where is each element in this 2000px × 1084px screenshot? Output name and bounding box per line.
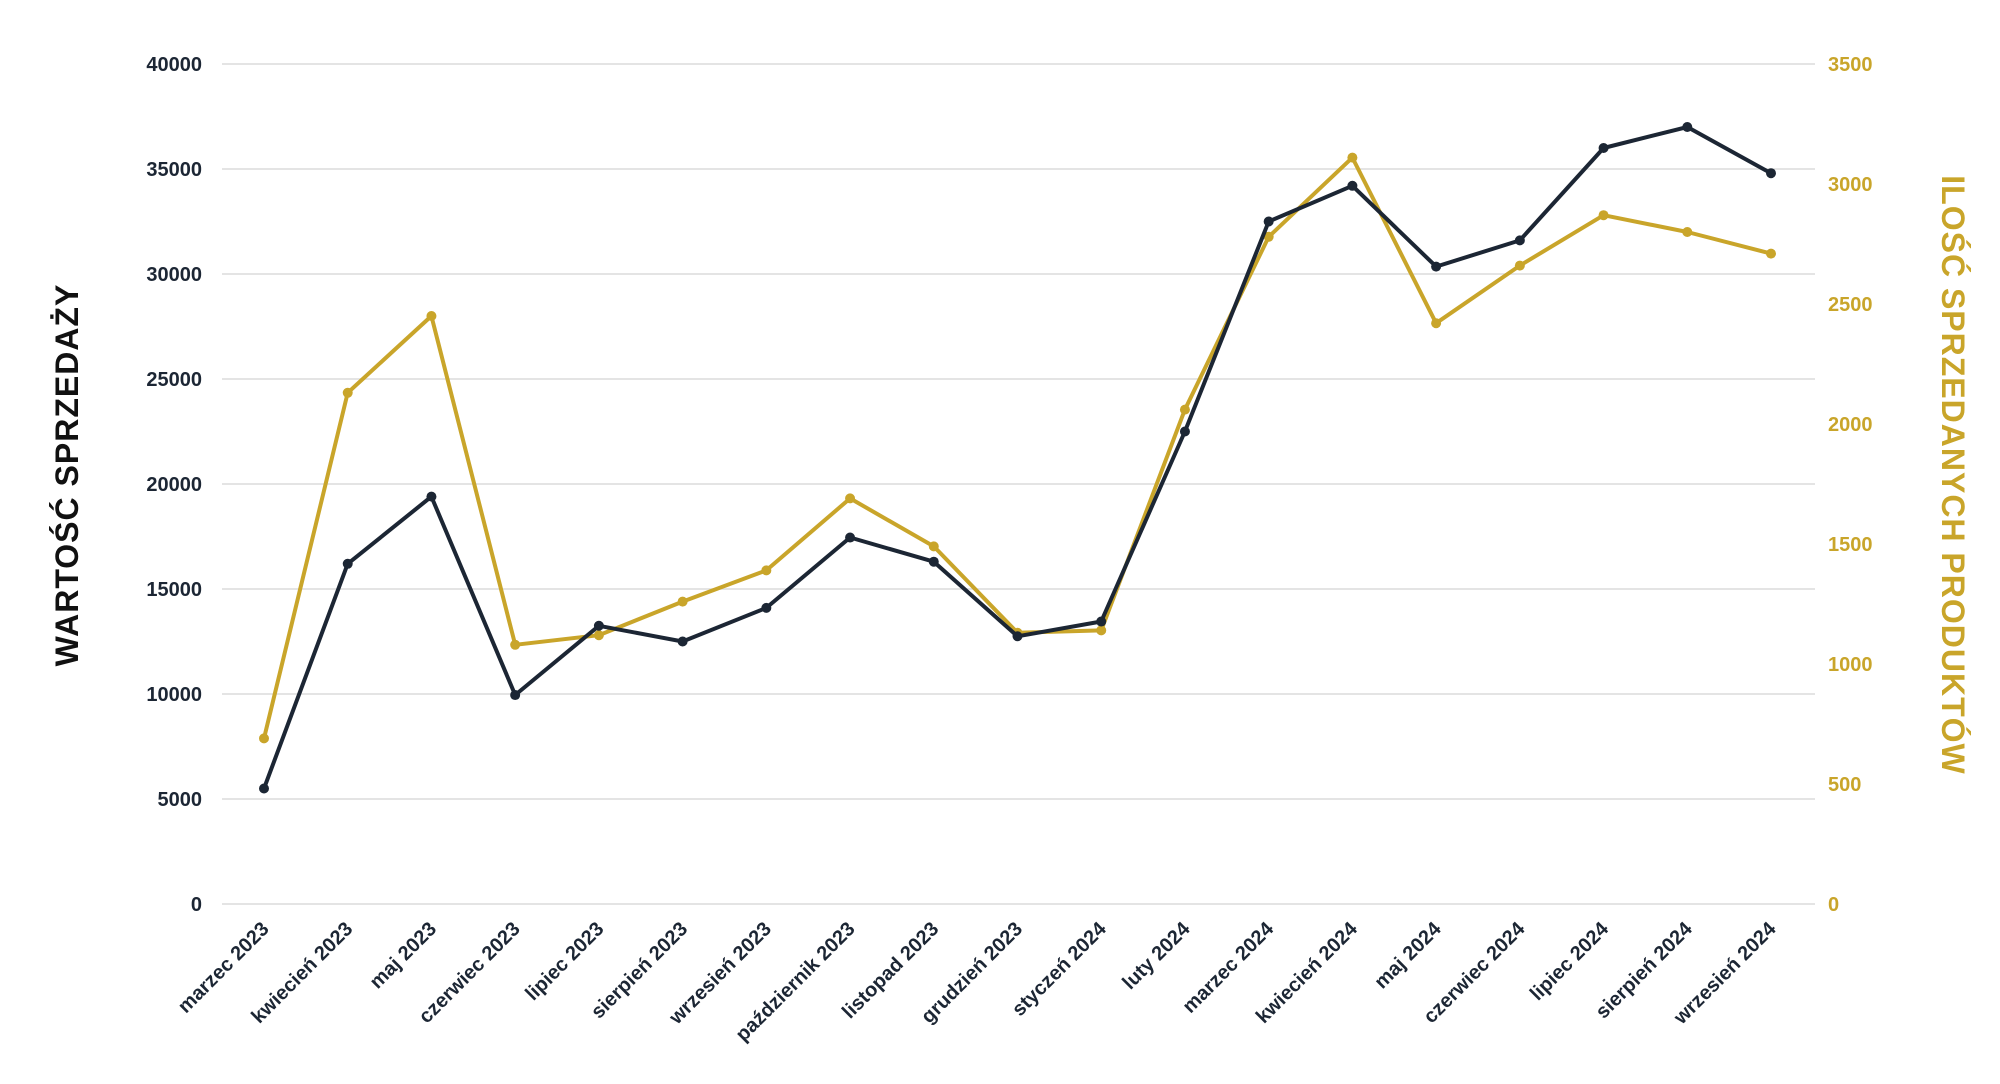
data-point (928, 556, 939, 567)
right-tick-label: 1000 (1828, 654, 1873, 676)
series-value (259, 122, 1776, 794)
data-point (1514, 235, 1525, 246)
data-point (1263, 231, 1274, 242)
data-point (1431, 318, 1442, 329)
data-point (593, 620, 604, 631)
data-point (1347, 152, 1358, 163)
right-tick-label: 0 (1828, 894, 1839, 916)
data-point (1514, 260, 1525, 271)
right-axis-title: ILOŚĆ SPRZEDANYCH PRODUKTÓW (1935, 175, 1971, 774)
data-point (426, 491, 437, 502)
series-quantity (259, 152, 1776, 744)
data-point (1263, 216, 1274, 227)
data-point (342, 387, 353, 398)
data-point (1179, 404, 1190, 415)
data-point (426, 311, 437, 321)
data-point (510, 690, 521, 701)
right-tick-label: 500 (1828, 774, 1861, 796)
data-point (1598, 210, 1609, 221)
x-tick-label: lipiec 2024 (1526, 917, 1614, 1005)
left-tick-label: 20000 (146, 474, 202, 496)
data-point (928, 541, 939, 552)
x-tick-label: luty 2024 (1118, 917, 1195, 994)
series-line (262, 155, 1773, 741)
data-point (1012, 631, 1023, 642)
left-axis-ticks: 0 5000 10000 15000 20000 25000 30000 35000 40000 (146, 54, 202, 916)
x-tick-label: maj 2024 (1370, 917, 1446, 993)
left-tick-label: 5000 (158, 789, 203, 811)
data-point (1766, 248, 1776, 259)
left-tick-label: 40000 (146, 54, 202, 76)
right-tick-label: 2000 (1828, 414, 1873, 436)
data-point (1096, 616, 1107, 627)
data-point (1682, 227, 1693, 237)
data-point (342, 558, 353, 569)
data-point (677, 596, 688, 607)
series-layer (259, 122, 1776, 794)
data-point (677, 636, 688, 647)
right-axis-ticks: 0 500 1000 1500 2000 2500 3000 3500 (1828, 54, 1873, 916)
data-point (761, 602, 772, 613)
data-point (1179, 426, 1190, 437)
data-point (1431, 261, 1442, 272)
data-point (259, 733, 269, 744)
right-tick-label: 1500 (1828, 534, 1873, 556)
data-point (761, 565, 772, 576)
data-point (1598, 143, 1609, 153)
left-tick-label: 35000 (146, 159, 202, 181)
left-tick-label: 0 (191, 894, 202, 916)
grid-lines (222, 63, 1815, 905)
data-point (1096, 625, 1107, 636)
right-tick-label: 2500 (1828, 294, 1873, 316)
data-point (1682, 122, 1693, 132)
left-tick-label: 15000 (146, 579, 202, 601)
series-line (262, 125, 1773, 791)
data-point (259, 783, 269, 794)
right-tick-label: 3000 (1828, 174, 1873, 196)
data-point (845, 532, 856, 543)
left-axis-title: WARTOŚĆ SPRZEDAŻY (49, 284, 85, 667)
left-tick-label: 10000 (146, 684, 202, 706)
x-tick-label: lipiec 2023 (521, 918, 608, 1005)
left-tick-label: 30000 (146, 264, 202, 286)
data-point (510, 639, 521, 650)
data-point (845, 493, 856, 504)
right-tick-label: 3500 (1828, 54, 1873, 76)
x-tick-label: maj 2023 (366, 918, 441, 993)
left-tick-label: 25000 (146, 369, 202, 391)
data-point (593, 630, 604, 641)
data-point (1766, 168, 1776, 179)
data-point (1347, 180, 1358, 191)
